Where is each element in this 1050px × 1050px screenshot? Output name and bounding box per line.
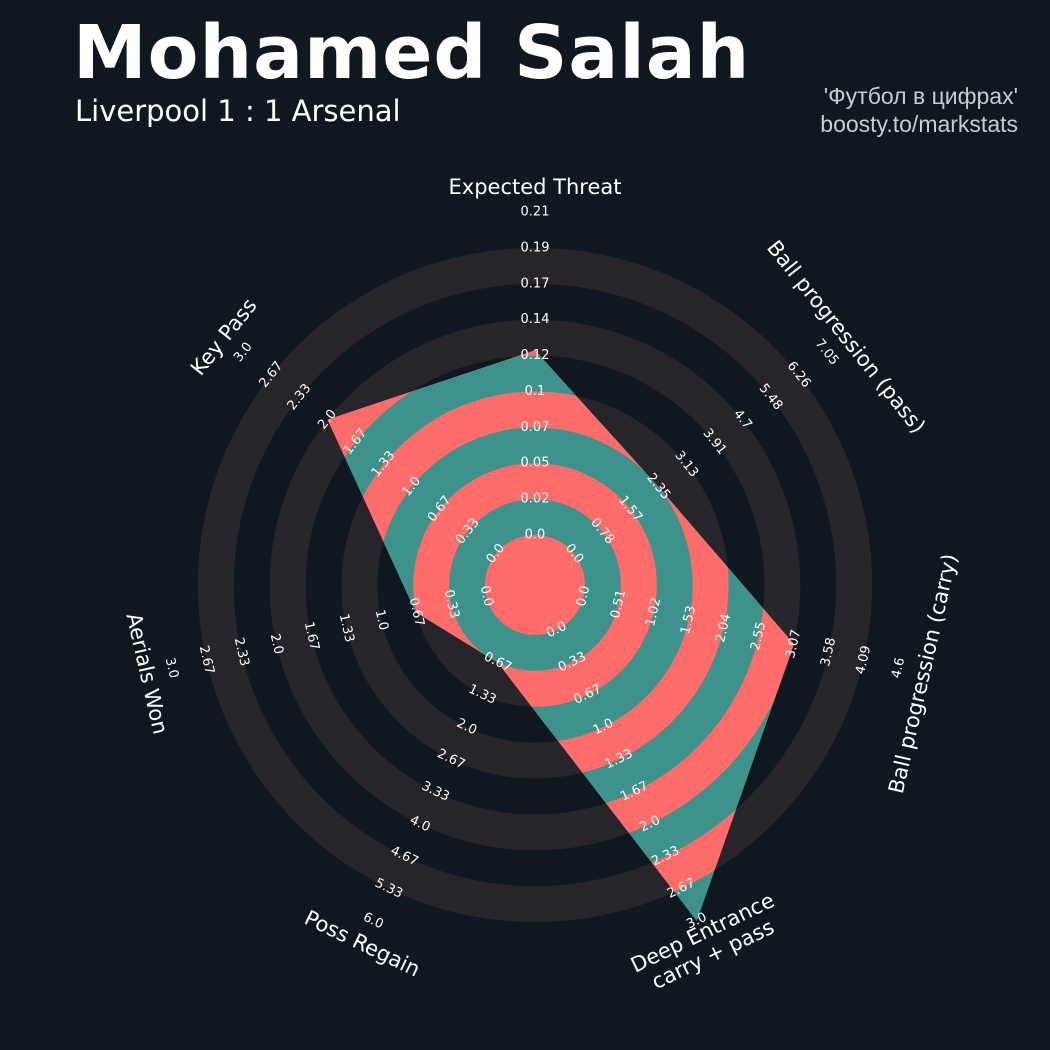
tick-label: 2.67 — [196, 644, 217, 676]
tick-label: 2.04 — [713, 612, 734, 644]
tick-label: 0.0 — [574, 584, 593, 608]
tick-label: 0.17 — [521, 276, 550, 291]
radar-fill-center — [485, 535, 585, 635]
tick-label: 0.02 — [521, 492, 550, 507]
tick-label: 0.0 — [525, 528, 546, 543]
tick-label: 0.21 — [521, 205, 550, 220]
tick-label: 0.05 — [521, 456, 550, 471]
tick-label: 0.1 — [525, 384, 546, 399]
tick-label: 0.07 — [521, 420, 550, 435]
tick-label: 3.07 — [783, 628, 804, 660]
tick-label: 1.33 — [336, 612, 357, 644]
tick-label: 1.0 — [372, 608, 391, 632]
credit-block: 'Футбол в цифрах' boosty.to/markstats — [820, 82, 1018, 138]
tick-label: 2.55 — [748, 620, 769, 652]
tick-label: 3.0 — [162, 656, 181, 680]
tick-label: 2.33 — [231, 636, 252, 668]
tick-label: 0.67 — [406, 596, 427, 628]
credit-line-1: 'Футбол в цифрах' — [823, 83, 1018, 109]
tick-label: 0.0 — [477, 584, 496, 608]
tick-label: 1.67 — [301, 620, 322, 652]
tick-label: 4.6 — [889, 656, 908, 680]
axis-label-line: Expected Threat — [449, 175, 622, 199]
tick-label: 0.12 — [521, 348, 550, 363]
tick-label: 1.02 — [643, 596, 664, 628]
axis-label: Expected Threat — [449, 175, 622, 199]
credit-line-2: boosty.to/markstats — [820, 111, 1018, 137]
tick-label: 3.58 — [818, 636, 839, 668]
tick-label: 1.53 — [678, 604, 699, 636]
tick-label: 0.33 — [441, 588, 462, 620]
tick-label: 0.14 — [521, 312, 550, 327]
tick-label: 2.0 — [267, 632, 286, 656]
tick-label: 0.19 — [521, 240, 550, 255]
tick-label: 0.51 — [608, 588, 629, 620]
tick-label: 4.09 — [853, 644, 874, 676]
page-title: Mohamed Salah — [73, 10, 751, 96]
match-subtitle: Liverpool 1 : 1 Arsenal — [75, 94, 401, 128]
